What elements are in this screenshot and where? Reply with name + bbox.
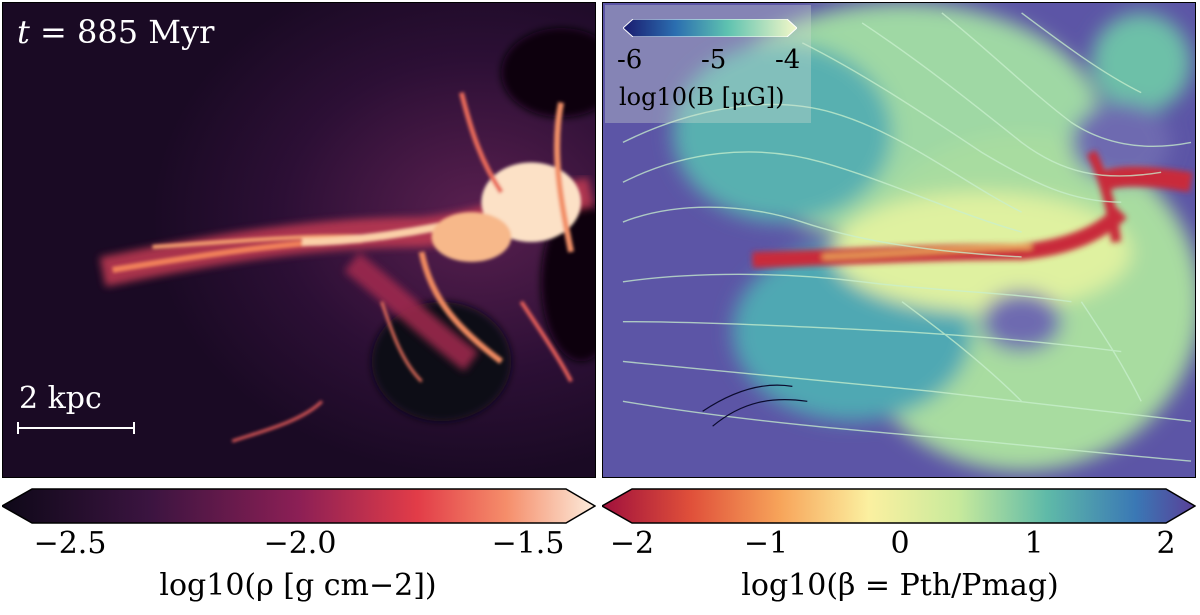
time-value: = 885 Myr bbox=[40, 13, 215, 51]
inset-tick: -5 bbox=[701, 45, 727, 75]
scalebar bbox=[17, 422, 135, 434]
magnetic-field-label: log10(B [μG]) bbox=[619, 83, 785, 111]
beta-tick: −2 bbox=[609, 526, 655, 561]
density-panel: t = 885 Myr 2 kpc bbox=[2, 2, 596, 478]
beta-tick: 2 bbox=[1156, 526, 1176, 561]
inset-tick: -6 bbox=[617, 45, 643, 75]
beta-tick: 0 bbox=[890, 526, 910, 561]
scalebar-label: 2 kpc bbox=[19, 381, 102, 416]
magnetic-field-colorbar bbox=[623, 19, 797, 37]
beta-colorbar-label: log10(β = Pth/Pmag) bbox=[741, 568, 1059, 603]
beta-colorbar bbox=[600, 488, 1197, 524]
density-tick: −2.5 bbox=[33, 526, 107, 561]
density-colorbar-label: log10(ρ [g cm−2]) bbox=[159, 568, 437, 603]
beta-panel: -6 -5 -4 log10(B [μG]) bbox=[602, 2, 1196, 478]
density-colorbar bbox=[0, 488, 597, 524]
beta-tick: 1 bbox=[1024, 526, 1044, 561]
time-label: t = 885 Myr bbox=[17, 13, 214, 51]
beta-map bbox=[603, 3, 1195, 477]
time-symbol: t bbox=[17, 13, 30, 51]
density-map bbox=[3, 3, 595, 477]
inset-tick: -4 bbox=[775, 45, 801, 75]
density-tick: −2.0 bbox=[263, 526, 337, 561]
beta-tick: −1 bbox=[743, 526, 789, 561]
density-tick: −1.5 bbox=[491, 526, 565, 561]
magnetic-field-colorbar-inset: -6 -5 -4 log10(B [μG]) bbox=[605, 5, 811, 123]
